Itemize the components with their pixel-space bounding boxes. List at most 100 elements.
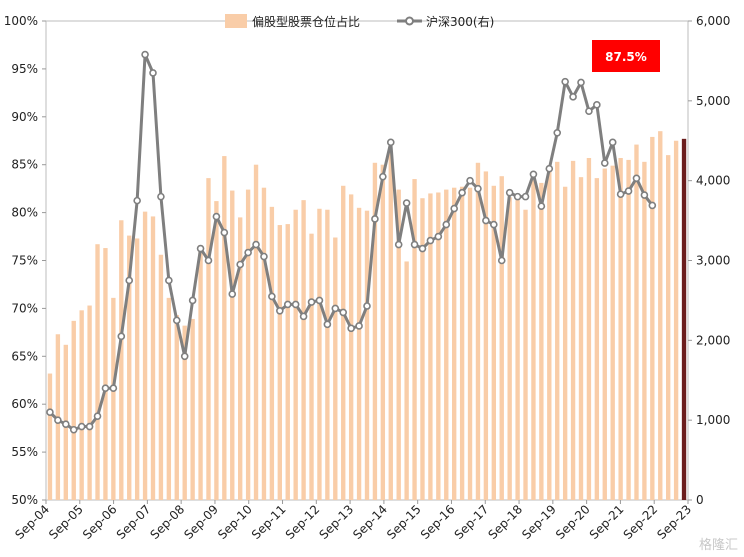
line-point xyxy=(363,302,371,310)
callout-box xyxy=(592,40,660,72)
bar xyxy=(673,140,679,500)
line-point xyxy=(474,184,482,193)
line-point xyxy=(172,316,181,325)
line-point xyxy=(537,202,546,211)
bar xyxy=(372,162,378,500)
x-tick-label: Sep-12 xyxy=(283,502,323,542)
legend: 偏股型股票仓位占比 沪深300(右) xyxy=(225,14,494,29)
bar xyxy=(436,192,441,500)
y-left-tick-label: 65% xyxy=(11,349,38,363)
bar xyxy=(578,177,584,501)
bar xyxy=(285,224,290,500)
line-point xyxy=(276,306,284,315)
bar xyxy=(428,193,433,500)
line-point xyxy=(434,232,443,241)
bar xyxy=(317,208,322,500)
line-point xyxy=(616,190,625,199)
line-point xyxy=(497,256,506,265)
bar xyxy=(658,131,663,501)
line-point xyxy=(125,276,134,285)
x-tick-label: Sep-06 xyxy=(80,502,120,542)
bar xyxy=(547,167,552,500)
bar xyxy=(182,325,187,500)
x-tick-label: Sep-13 xyxy=(316,502,356,542)
bar xyxy=(467,187,473,500)
bar xyxy=(301,200,306,500)
bar-series xyxy=(47,131,687,501)
bar xyxy=(523,209,528,500)
bar xyxy=(420,198,425,501)
bar xyxy=(562,186,568,500)
line-point xyxy=(46,408,54,416)
y-left-tick-label: 60% xyxy=(11,397,38,411)
bar xyxy=(483,171,489,500)
line-point xyxy=(77,422,86,431)
bar xyxy=(111,297,116,500)
x-tick-label: Sep-16 xyxy=(418,502,458,542)
line-point xyxy=(529,170,538,179)
line-point xyxy=(608,138,617,147)
bar xyxy=(166,297,172,500)
y-right-tick-label: 0 xyxy=(696,493,704,507)
line-point xyxy=(291,300,300,309)
x-tick-label: Sep-17 xyxy=(452,502,492,542)
bar xyxy=(380,164,386,500)
line-point xyxy=(196,244,205,253)
line-point xyxy=(268,292,276,301)
line-point xyxy=(545,164,554,173)
y-left-tick-label: 90% xyxy=(11,110,38,124)
bar xyxy=(277,225,282,500)
x-ticks: Sep-04Sep-05Sep-06Sep-07Sep-08Sep-09Sep-… xyxy=(12,500,694,542)
line-point xyxy=(450,204,458,213)
bar xyxy=(491,185,496,500)
line-point xyxy=(553,128,562,137)
line-point xyxy=(347,324,355,333)
bar xyxy=(127,235,132,501)
bar xyxy=(642,161,647,501)
line-point xyxy=(394,240,403,249)
callout: 87.5% xyxy=(592,40,660,72)
bar xyxy=(245,189,251,500)
line-point xyxy=(252,240,260,249)
x-tick-label: Sep-11 xyxy=(249,502,289,542)
line-point xyxy=(505,188,514,197)
line-series xyxy=(46,50,657,434)
bar xyxy=(499,176,504,501)
bar xyxy=(356,207,362,500)
line-point xyxy=(648,201,657,210)
bar xyxy=(71,320,76,500)
bar xyxy=(610,165,615,500)
line-point xyxy=(442,220,451,229)
bar xyxy=(174,315,179,500)
line-point xyxy=(101,384,110,393)
y-left-ticks: 50% 55% 60% 65% 70% 75% 80% 85% 90% 95% 100% xyxy=(4,14,46,507)
x-tick-label: Sep-18 xyxy=(485,502,525,542)
bar xyxy=(515,200,520,500)
y-right-tick-label: 6,000 xyxy=(696,14,730,28)
line-point xyxy=(569,93,577,101)
bar xyxy=(507,197,512,500)
y-left-tick-label: 85% xyxy=(11,158,38,172)
bar xyxy=(230,190,235,501)
bar xyxy=(79,310,84,500)
line-point xyxy=(561,77,569,86)
legend-bar-swatch xyxy=(225,14,247,28)
line-point xyxy=(521,192,530,201)
line-point xyxy=(323,320,332,329)
bar xyxy=(459,186,465,500)
line-point xyxy=(482,216,490,225)
line-point xyxy=(355,322,363,330)
bar xyxy=(206,178,211,500)
line-point xyxy=(585,107,593,116)
line-point xyxy=(466,176,474,185)
line-point xyxy=(379,172,387,181)
bar xyxy=(238,217,243,500)
line-point xyxy=(418,244,427,253)
line-point xyxy=(624,187,633,195)
line-point xyxy=(220,228,229,237)
bar xyxy=(190,318,195,500)
line-point xyxy=(260,252,268,261)
line-point xyxy=(141,50,149,59)
line-point xyxy=(165,276,173,285)
bar xyxy=(222,156,227,500)
